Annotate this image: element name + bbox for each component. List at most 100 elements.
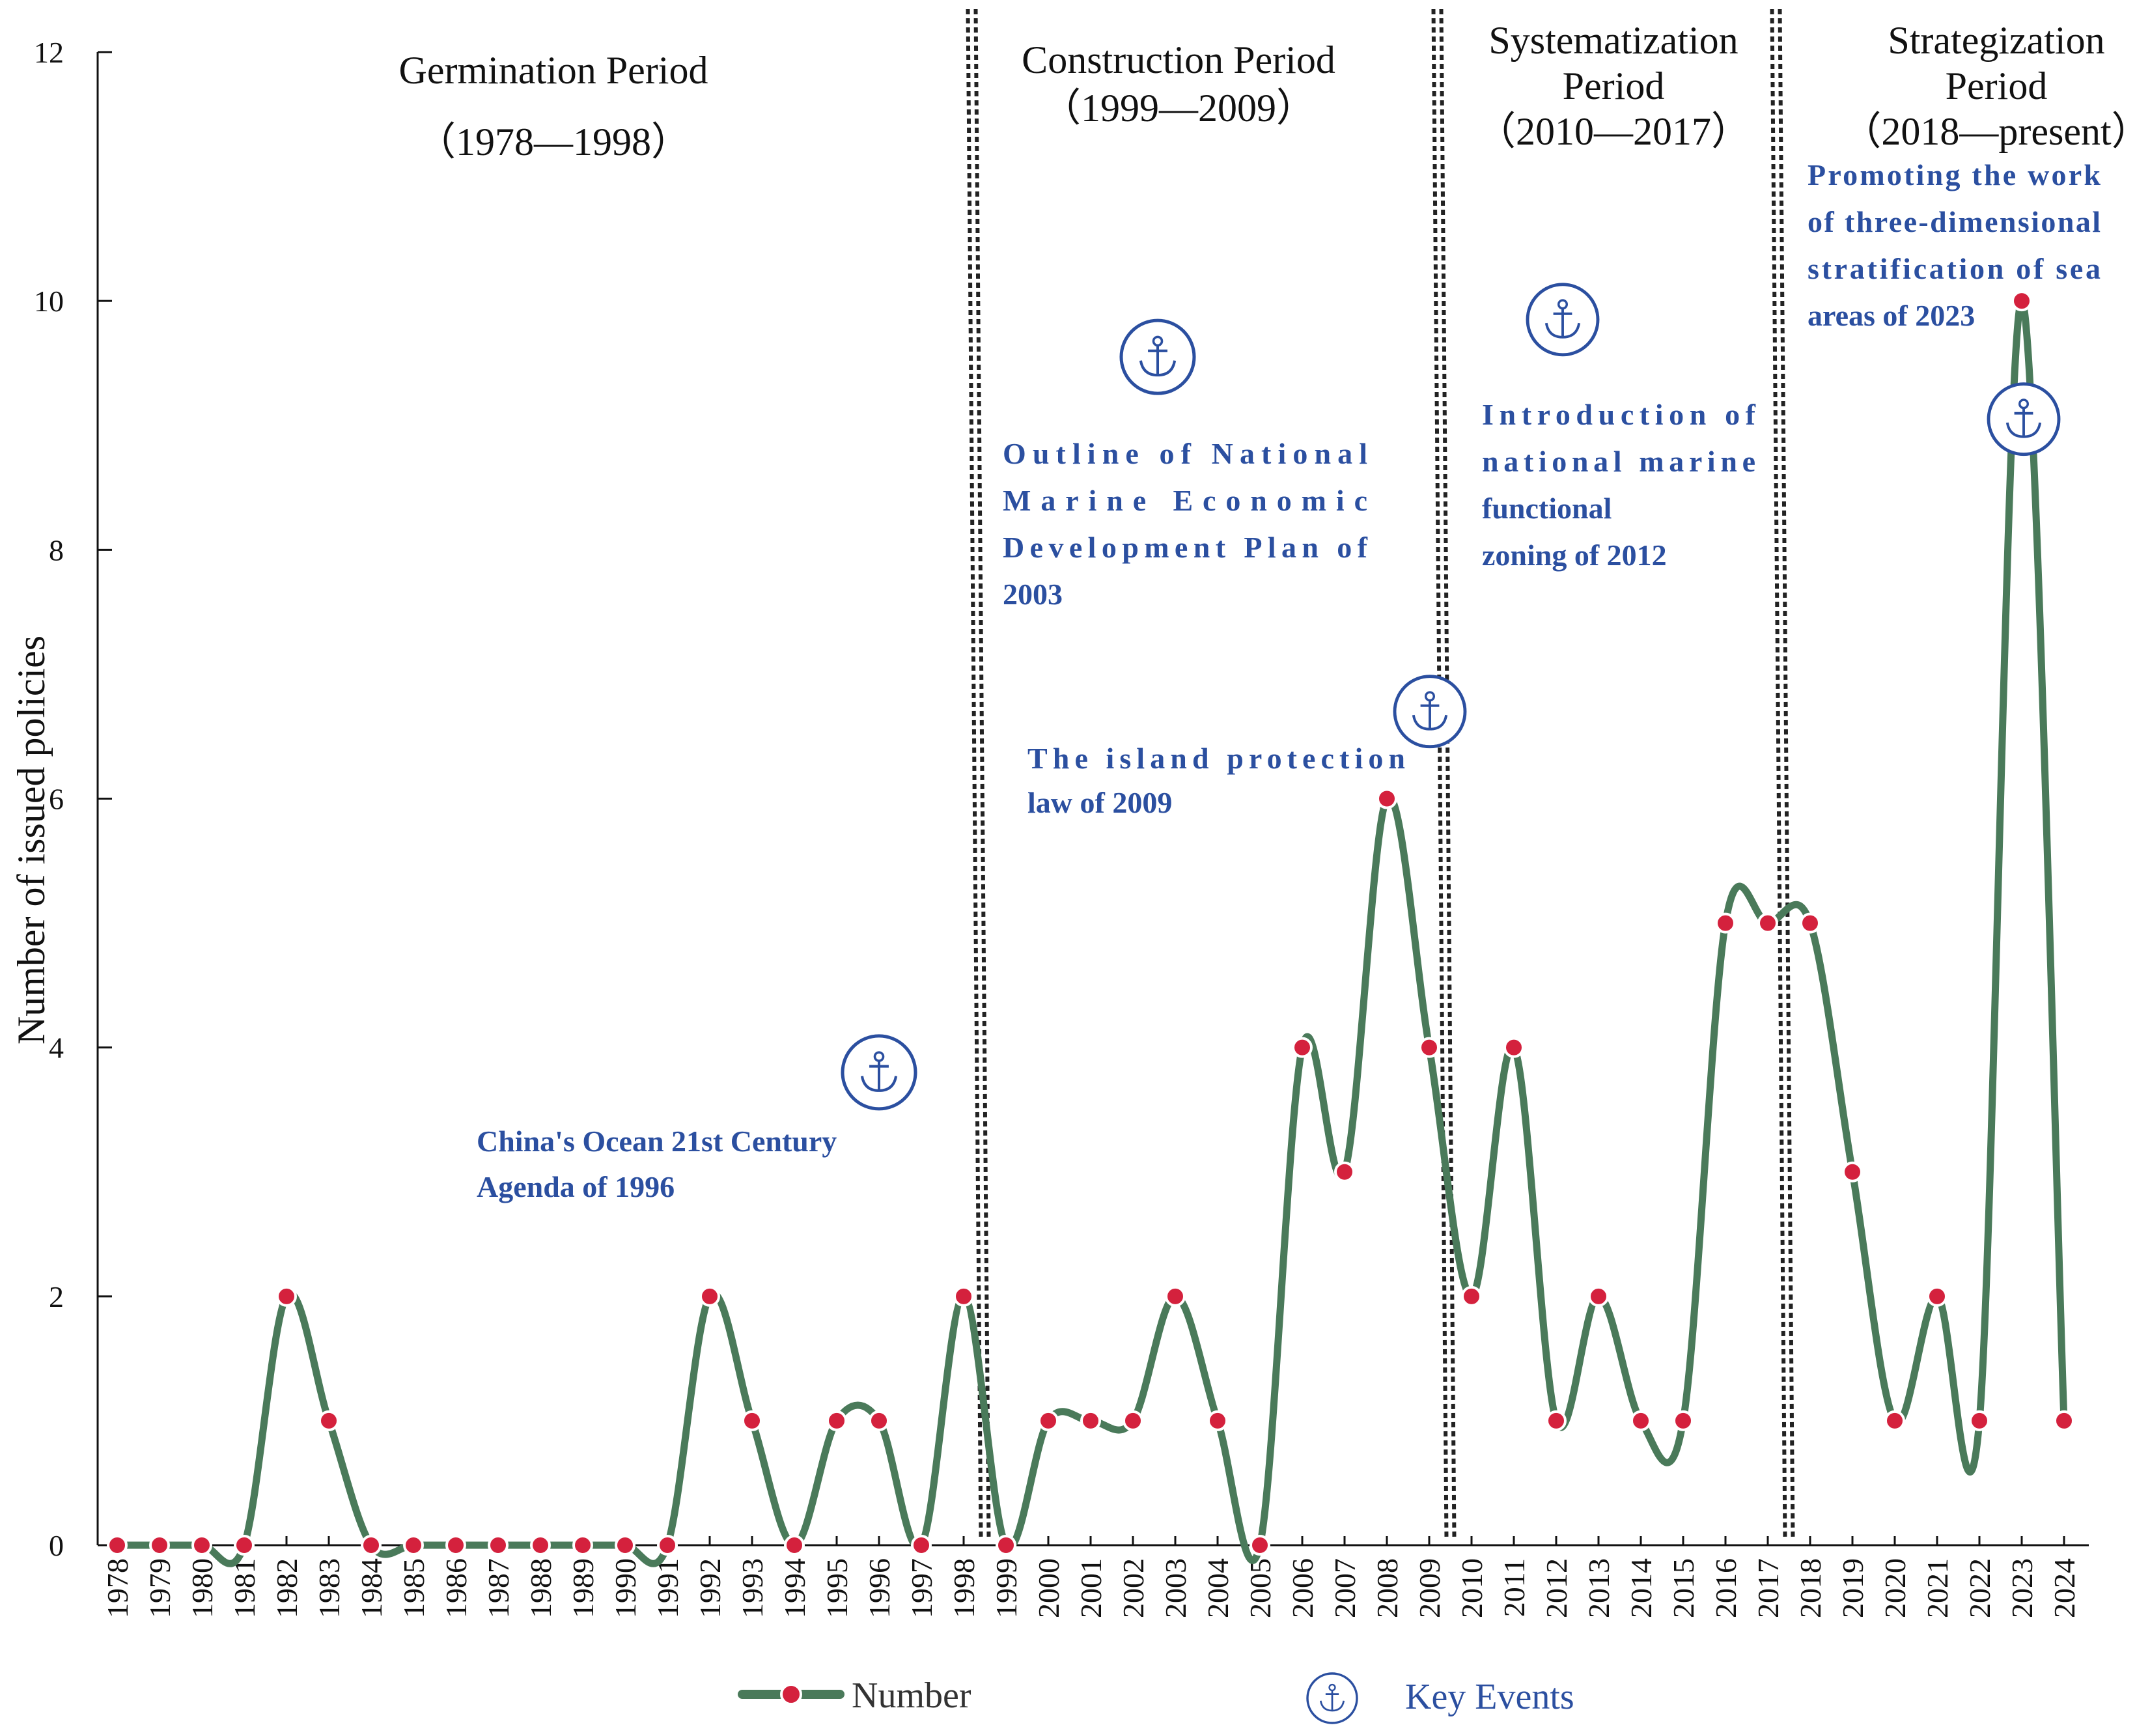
key-event-2012-line-1: Introduction of [1482,398,1756,431]
key-event-2023-line-2: of three-dimensional [1808,205,2101,238]
x-tick-label-1979: 1979 [143,1558,176,1618]
key-event-2023-line-1: Promoting the work [1808,158,2101,191]
data-point-1998 [953,1285,974,1307]
x-tick-label-1981: 1981 [228,1558,261,1618]
x-tick-label-2021: 2021 [1921,1558,1954,1618]
data-point-2023 [2011,290,2032,312]
legend-label-number: Number [852,1675,971,1716]
data-point-1993 [742,1410,762,1431]
period-title-3-line1: Systematization [1488,19,1738,62]
data-point-2002 [1123,1410,1143,1431]
data-point-2015 [1673,1410,1694,1431]
anchor-icon [1987,382,2061,456]
x-tick-label-1988: 1988 [524,1558,557,1618]
x-tick-label-2000: 2000 [1032,1558,1065,1618]
key-event-2003-line-2: Marine Economic [1003,484,1367,517]
x-tick-label-2012: 2012 [1540,1558,1573,1618]
anchor-arms [1544,322,1581,339]
key-event-2012-line-2: national marine [1482,445,1755,478]
anchor-eye [1424,691,1436,702]
data-point-2000 [1038,1410,1059,1431]
data-point-2024 [2054,1410,2074,1431]
anchor-icon [1306,1672,1358,1724]
y-tick-label-6: 6 [49,783,64,816]
data-point-2006 [1292,1037,1313,1058]
legend-marker-swatch [780,1683,802,1705]
x-tick-label-2008: 2008 [1371,1558,1404,1618]
x-tick-label-2016: 2016 [1709,1558,1742,1618]
data-point-1986 [445,1535,466,1556]
data-point-1991 [657,1535,678,1556]
x-tick-label-1983: 1983 [313,1558,346,1618]
data-point-2016 [1715,912,1736,934]
x-tick-label-2020: 2020 [1878,1558,1912,1618]
data-point-1994 [784,1535,805,1556]
key-event-2009-line-1: The island protection [1027,742,1405,775]
data-point-1980 [191,1535,212,1556]
key-events: China's Ocean 21st Century Agenda of 1996… [477,158,2101,1203]
x-tick-label-2006: 2006 [1286,1558,1319,1618]
data-point-2019 [1842,1161,1863,1183]
data-point-2020 [1884,1410,1905,1431]
y-tick-label-12: 12 [34,36,64,69]
period-divider-1-b [973,8,991,1539]
key-event-2003-line-4: 2003 [1003,578,1063,611]
anchor-arms [2005,422,2042,438]
data-point-2003 [1165,1285,1186,1307]
x-tick-label-1992: 1992 [693,1558,727,1618]
key-event-2023-line-4: areas of 2023 [1808,299,1975,332]
period-range-3: （2010—2017） [1477,110,1750,153]
x-tick-label-2002: 2002 [1117,1558,1150,1618]
data-point-1983 [318,1410,339,1431]
x-tick-label-1980: 1980 [186,1558,219,1618]
data-point-1995 [826,1410,847,1431]
key-event-2009-line-2: law of 2009 [1027,786,1172,819]
period-range-1: （1978—1998） [417,120,690,163]
x-tick-label-1987: 1987 [482,1558,515,1618]
data-point-1981 [234,1535,255,1556]
key-event-1996-line-1: China's Ocean 21st Century [477,1125,837,1158]
period-title-4-line2: Period [1946,64,2048,107]
anchor-icon [841,1034,917,1111]
data-point-1989 [572,1535,593,1556]
period-title-4-line1: Strategization [1888,19,2104,62]
anchor-icon [1526,283,1600,357]
anchor-arms [1319,1700,1345,1712]
data-point-1997 [911,1535,932,1556]
data-point-1982 [276,1285,297,1307]
anchor-arms [1412,714,1448,731]
data-point-1990 [615,1535,635,1556]
period-range-2: （1999—2009） [1042,87,1315,130]
data-point-2010 [1461,1285,1482,1307]
x-tick-label-2001: 2001 [1074,1558,1108,1618]
x-tick-label-2005: 2005 [1244,1558,1277,1618]
data-point-2021 [1927,1285,1948,1307]
key-event-2003-line-1: Outline of National [1003,437,1367,470]
x-tick-label-2015: 2015 [1667,1558,1700,1618]
x-tick-label-2011: 2011 [1498,1558,1531,1617]
key-event-2012-line-3: functional [1482,492,1612,525]
data-point-2013 [1588,1285,1609,1307]
x-tick-label-2003: 2003 [1159,1558,1192,1618]
data-point-1999 [996,1535,1016,1556]
data-point-1978 [107,1535,128,1556]
key-event-2023-line-3: stratification of sea [1808,252,2101,285]
legend-label-key-events: Key Events [1405,1677,1574,1717]
x-axis: 1978 1979 1980 1981 1982 1983 1984 1985 1986 1987… [98,1536,2089,1618]
data-point-1985 [403,1535,424,1556]
key-event-2012-line-4: zoning of 2012 [1482,539,1667,572]
x-tick-label-2024: 2024 [2048,1558,2081,1618]
legend: Number Key Events [738,1672,1574,1724]
key-event-1996-line-2: Agenda of 1996 [477,1170,675,1203]
period-range-4: （2018—present） [1842,110,2150,153]
x-tick-label-2009: 2009 [1413,1558,1446,1618]
data-point-1988 [530,1535,551,1556]
anchor-arms [860,1076,898,1092]
data-point-2022 [1969,1410,1990,1431]
period-divider-2-b [1439,8,1457,1539]
x-tick-label-2017: 2017 [1752,1558,1785,1618]
series-number [107,290,2074,1567]
x-tick-label-1984: 1984 [355,1558,388,1618]
x-tick-label-2018: 2018 [1794,1558,1827,1618]
x-tick-label-1995: 1995 [820,1558,854,1618]
